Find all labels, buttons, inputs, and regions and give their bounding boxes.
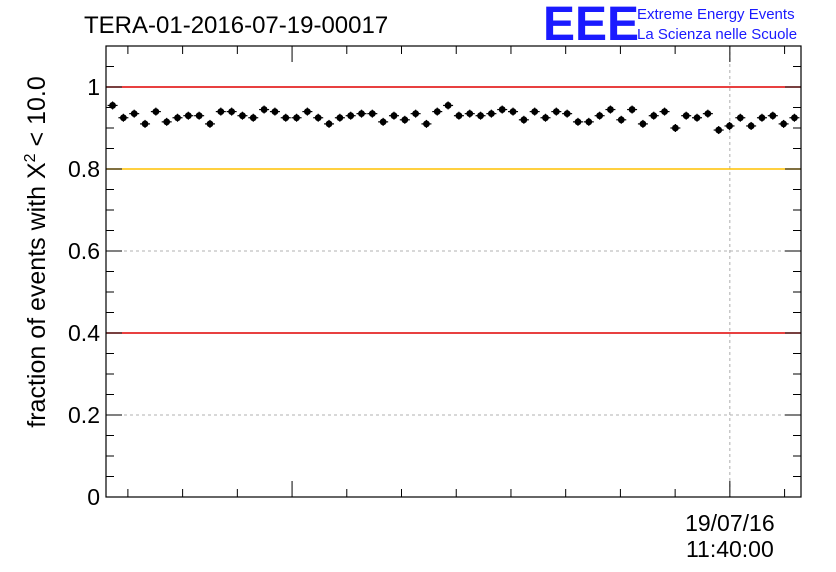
data-point: [259, 105, 270, 114]
data-point: [627, 105, 638, 114]
y-tick-label: 0: [87, 484, 100, 510]
data-point: [291, 113, 302, 122]
data-point: [778, 119, 789, 128]
data-point: [616, 115, 627, 124]
data-point: [594, 111, 605, 120]
data-point: [453, 111, 464, 120]
data-point: [388, 111, 399, 120]
data-point: [215, 107, 226, 116]
data-point: [345, 111, 356, 120]
logo-line-2: La Scienza nelle Scuole: [637, 26, 797, 43]
reference-lines: [106, 86, 801, 334]
data-point: [107, 101, 118, 110]
data-point: [464, 109, 475, 118]
data-point: [356, 109, 367, 118]
y-tick-label: 0.4: [68, 320, 100, 346]
data-point: [724, 121, 735, 130]
data-point: [421, 119, 432, 128]
data-point: [269, 107, 280, 116]
data-point: [637, 119, 648, 128]
data-point: [692, 113, 703, 122]
data-point: [735, 113, 746, 122]
data-point: [443, 101, 454, 110]
data-point: [194, 111, 205, 120]
data-point: [746, 121, 757, 130]
axis-ticks: [106, 45, 801, 498]
data-point: [204, 119, 215, 128]
y-tick-label: 1: [87, 74, 100, 100]
data-point: [248, 113, 259, 122]
data-point: [140, 119, 151, 128]
data-points: [107, 101, 800, 135]
y-axis-label-text: fraction of events with X: [23, 162, 51, 428]
data-point: [605, 105, 616, 114]
data-point: [118, 113, 129, 122]
data-point: [313, 113, 324, 122]
data-point: [280, 113, 291, 122]
data-point: [486, 109, 497, 118]
data-point: [150, 107, 161, 116]
data-point: [767, 111, 778, 120]
data-point: [497, 105, 508, 114]
data-point: [583, 117, 594, 126]
logo-mark: EEE: [543, 0, 639, 51]
data-point: [334, 113, 345, 122]
data-point: [410, 109, 421, 118]
y-tick-label: 0.8: [68, 156, 100, 182]
data-point: [226, 107, 237, 116]
data-point: [399, 115, 410, 124]
data-point: [324, 119, 335, 128]
data-point: [789, 113, 800, 122]
plot-frame: [105, 45, 802, 498]
data-point: [572, 117, 583, 126]
data-point: [670, 124, 681, 132]
y-axis-label-sup: 2: [22, 153, 39, 162]
data-point: [183, 111, 194, 120]
y-tick-label: 0.2: [68, 402, 100, 428]
data-point: [129, 109, 140, 118]
data-point: [378, 117, 389, 126]
data-point: [529, 107, 540, 116]
data-point: [540, 113, 551, 122]
data-point: [367, 109, 378, 118]
data-point: [302, 107, 313, 116]
data-point: [551, 107, 562, 116]
data-point: [161, 117, 172, 126]
data-point: [681, 111, 692, 120]
tick-labels: 00.20.40.60.8119/07/1611:40:0019/07/1612…: [68, 74, 775, 562]
x-tick-label-time: 11:40:00: [686, 536, 774, 562]
x-tick-label-date: 19/07/16: [685, 510, 775, 536]
data-point: [237, 111, 248, 120]
data-point: [713, 126, 724, 135]
y-axis-label-suffix: < 10.0: [23, 76, 51, 153]
data-point: [648, 111, 659, 120]
data-point: [172, 113, 183, 122]
data-point: [475, 111, 486, 120]
data-point: [702, 109, 713, 118]
eee-logo: EEE Extreme Energy Events La Scienza nel…: [543, 0, 797, 51]
logo-line-1: Extreme Energy Events: [637, 6, 795, 23]
data-point: [756, 113, 767, 122]
data-point: [432, 107, 443, 116]
y-tick-label: 0.6: [68, 238, 100, 264]
data-point: [659, 107, 670, 116]
chart-title: TERA-01-2016-07-19-00017: [84, 12, 388, 39]
y-axis-label: fraction of events with X2 < 10.0: [22, 76, 51, 427]
data-point: [562, 109, 573, 118]
data-point: [508, 107, 519, 116]
data-point: [518, 115, 529, 124]
